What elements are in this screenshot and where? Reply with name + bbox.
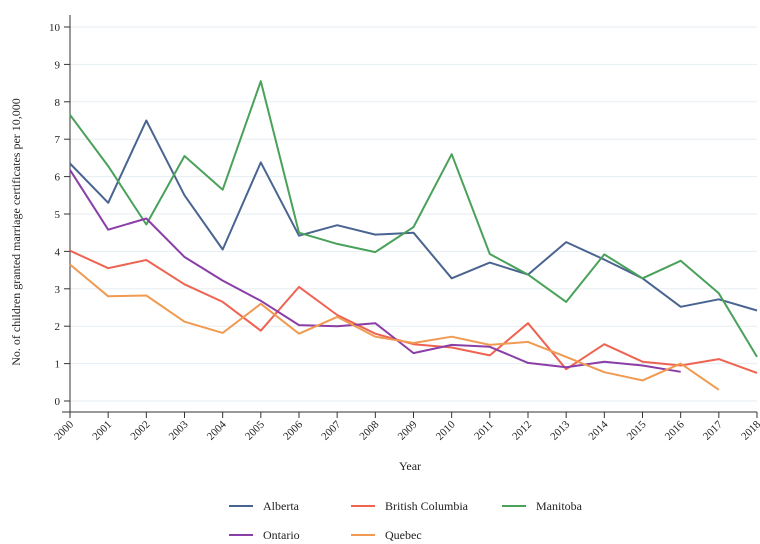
x-tick-label: 2002 bbox=[128, 419, 152, 443]
legend: Alberta British Columbia Manitoba Ontario Qu… bbox=[229, 499, 583, 542]
x-tick-label: 2006 bbox=[281, 418, 305, 442]
y-tick-label: 0 bbox=[55, 396, 61, 408]
legend-label-manitoba: Manitoba bbox=[536, 499, 583, 513]
legend-label-british-columbia: British Columbia bbox=[385, 499, 469, 513]
series-line-ontario bbox=[69, 169, 681, 373]
y-tick-label: 4 bbox=[55, 246, 61, 258]
x-tick-label: 2013 bbox=[548, 418, 572, 442]
x-tick-label: 2011 bbox=[472, 419, 496, 443]
x-tick-label: 2012 bbox=[510, 419, 534, 443]
series-line-british-columbia bbox=[69, 249, 758, 374]
series-line-alberta bbox=[69, 119, 758, 312]
x-tick-label: 2001 bbox=[90, 419, 114, 443]
x-tick-label: 2007 bbox=[319, 418, 343, 442]
series-line-manitoba bbox=[69, 80, 758, 358]
legend-label-alberta: Alberta bbox=[263, 499, 300, 513]
legend-label-ontario: Ontario bbox=[263, 528, 300, 542]
y-tick-label: 9 bbox=[55, 59, 61, 71]
x-tick-label: 2009 bbox=[396, 418, 420, 442]
x-tick-label: 2010 bbox=[434, 418, 458, 442]
x-tick-label: 2018 bbox=[739, 418, 760, 442]
series-lines bbox=[69, 80, 758, 391]
x-axis-title: Year bbox=[399, 459, 421, 473]
x-tick-label: 2008 bbox=[357, 418, 381, 442]
y-tick-label: 2 bbox=[55, 321, 61, 333]
grid-lines bbox=[70, 26, 757, 402]
legend-label-quebec: Quebec bbox=[385, 528, 422, 542]
y-tick-label: 8 bbox=[55, 97, 61, 109]
x-tick-label: 2016 bbox=[663, 418, 687, 442]
y-tick-label: 3 bbox=[55, 284, 61, 296]
x-tick-label: 2005 bbox=[243, 418, 267, 442]
series-line-quebec bbox=[69, 263, 720, 391]
x-tick-label: 2000 bbox=[52, 418, 76, 442]
y-tick-label: 5 bbox=[55, 209, 61, 221]
x-tick-label: 2014 bbox=[586, 418, 610, 442]
x-tick-label: 2017 bbox=[701, 418, 725, 442]
y-tick-label: 6 bbox=[55, 172, 61, 184]
y-tick-label: 7 bbox=[55, 134, 61, 146]
x-tick-label: 2003 bbox=[167, 418, 191, 442]
x-tick-label: 2004 bbox=[205, 418, 229, 442]
y-axis-title: No. of children granted marriage certifi… bbox=[9, 98, 23, 366]
y-tick-label: 1 bbox=[55, 359, 61, 371]
y-tick-label: 10 bbox=[49, 22, 61, 34]
x-tick-label: 2015 bbox=[625, 418, 649, 442]
